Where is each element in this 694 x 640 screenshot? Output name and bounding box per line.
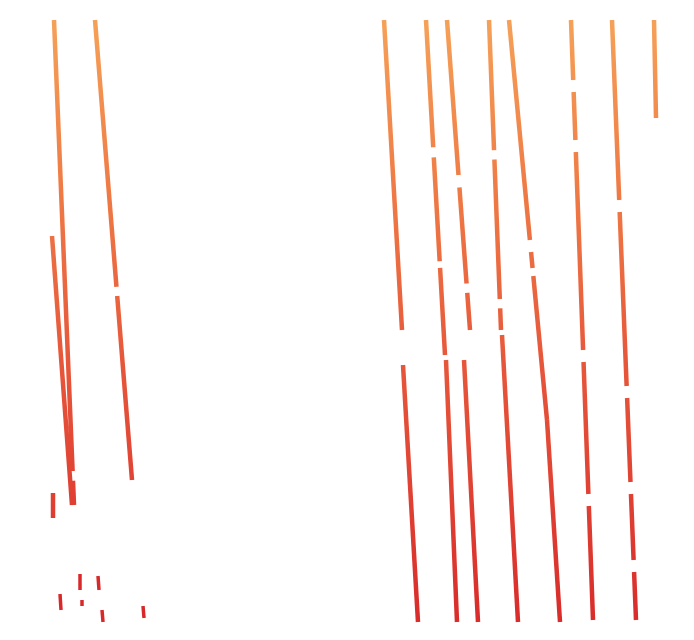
streak-line (381, 19, 405, 331)
streak-line (651, 19, 659, 119)
streak-line (628, 493, 636, 561)
streak-fragment (96, 575, 101, 591)
streak-line (423, 19, 436, 148)
streak-line (617, 211, 629, 387)
streak-line (443, 359, 460, 623)
streak-line (631, 571, 639, 621)
streak-fragment (58, 593, 63, 611)
streak-line (609, 19, 622, 201)
streak-line (571, 91, 578, 141)
streak-line (499, 334, 521, 623)
streak-line (49, 235, 75, 506)
streak-line (586, 505, 596, 621)
streak-line (51, 19, 75, 472)
streak-line (573, 151, 586, 351)
streak-line (400, 364, 421, 623)
streak-line (464, 292, 473, 331)
streak-line (437, 267, 448, 356)
streak-line (581, 361, 591, 495)
streak-line (506, 19, 533, 241)
streak-group (49, 19, 659, 623)
streak-line (568, 19, 576, 81)
streak-line (544, 419, 563, 623)
streak-line (486, 19, 497, 151)
streak-line (531, 275, 550, 421)
streak-fragment (141, 605, 146, 619)
streak-line (444, 19, 461, 176)
streak-line (92, 19, 119, 287)
streak-line (114, 295, 135, 481)
streak-line (461, 359, 481, 623)
streak-line (492, 159, 503, 300)
streak-line (457, 187, 469, 284)
streak-line (431, 157, 442, 262)
streak-line (624, 397, 633, 483)
streak-line (497, 308, 504, 331)
streak-line (528, 251, 535, 269)
streak-fragment (100, 609, 105, 623)
